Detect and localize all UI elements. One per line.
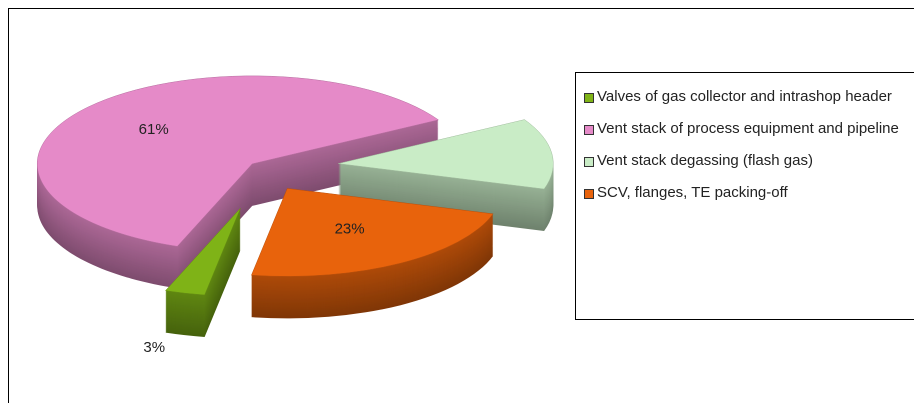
data-label: 23% <box>335 221 365 238</box>
pie-slice <box>37 75 440 247</box>
pie-slice <box>338 119 554 190</box>
legend-swatch <box>584 157 594 167</box>
legend-swatch <box>584 125 594 135</box>
pie-slice <box>251 188 494 277</box>
legend-swatch <box>584 93 594 103</box>
chart-frame <box>8 8 914 403</box>
pie-slice <box>165 208 241 296</box>
legend-item: Vent stack of process equipment and pipe… <box>584 119 904 139</box>
data-label: 61% <box>139 121 169 138</box>
legend-item: SCV, flanges, TE packing-off <box>584 183 904 203</box>
legend: Valves of gas collector and intrashop he… <box>575 72 914 320</box>
legend-label: Vent stack of process equipment and pipe… <box>597 120 899 137</box>
legend-item: Valves of gas collector and intrashop he… <box>584 87 904 107</box>
data-label: 3% <box>143 339 165 356</box>
legend-label: Valves of gas collector and intrashop he… <box>597 88 892 105</box>
legend-label: SCV, flanges, TE packing-off <box>597 184 788 201</box>
legend-label: Vent stack degassing (flash gas) <box>597 152 813 169</box>
legend-item: Vent stack degassing (flash gas) <box>584 151 904 171</box>
legend-swatch <box>584 189 594 199</box>
